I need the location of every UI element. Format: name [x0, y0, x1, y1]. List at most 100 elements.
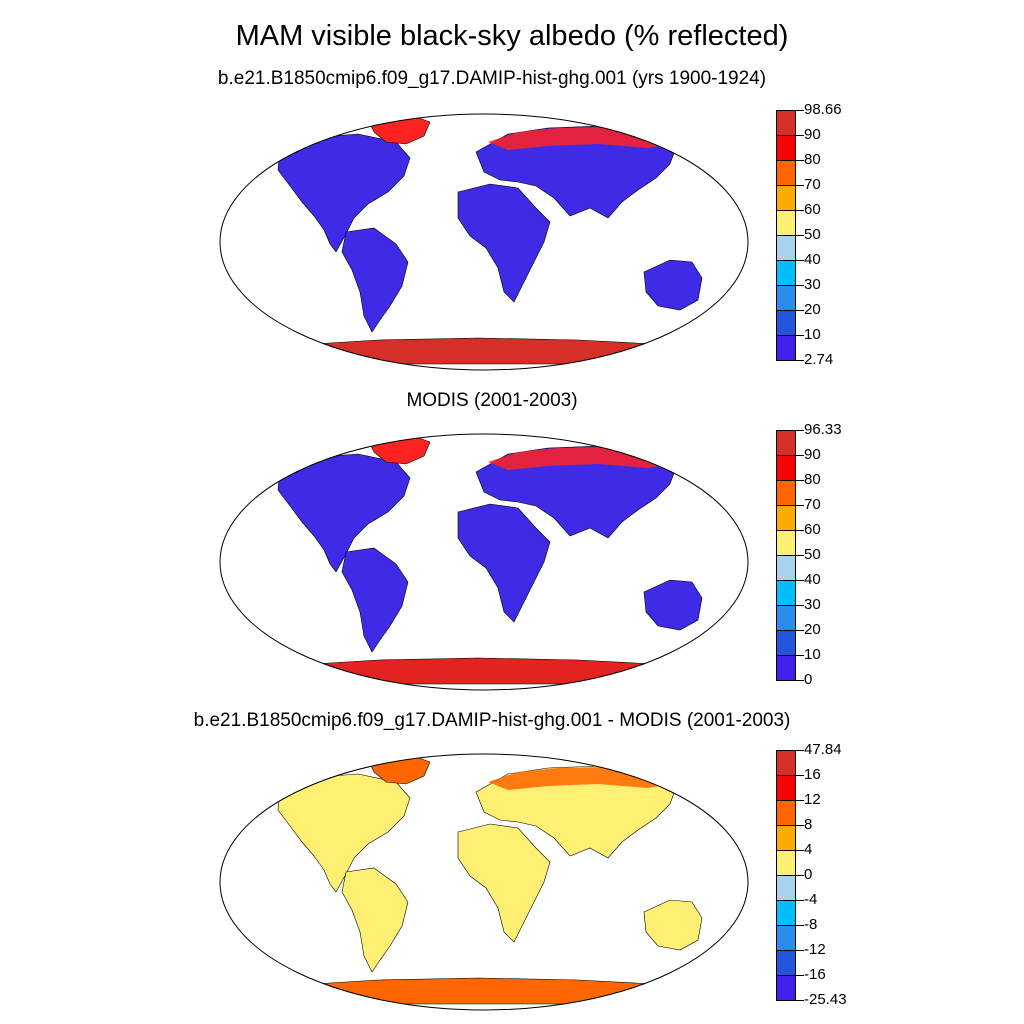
landmass-antarctica: [313, 977, 655, 1005]
colorbar-tick: [796, 285, 804, 286]
colorbar-swatch: [776, 430, 796, 456]
map-outline: [219, 753, 749, 1011]
colorbar-tick: [796, 235, 804, 236]
colorbar-tick: [796, 950, 804, 951]
colorbar-tick: [796, 310, 804, 311]
colorbar-swatch: [776, 310, 796, 336]
colorbar-swatch: [776, 110, 796, 136]
colorbar-swatch: [776, 900, 796, 926]
colorbar-label: 4: [804, 841, 813, 858]
colorbar-tick: [796, 260, 804, 261]
world-map-model: [219, 113, 749, 371]
colorbar-swatch: [776, 530, 796, 556]
panel-title-difference: b.e21.B1850cmip6.f09_g17.DAMIP-hist-ghg.…: [193, 710, 791, 731]
colorbar-swatch: [776, 605, 796, 631]
panel-title-model: b.e21.B1850cmip6.f09_g17.DAMIP-hist-ghg.…: [217, 68, 767, 89]
colorbar-tick: [796, 185, 804, 186]
landmass-south-america: [341, 227, 409, 333]
colorbar-swatch: [776, 800, 796, 826]
colorbar-tick: [796, 135, 804, 136]
colorbar-label: -4: [804, 891, 818, 908]
colorbar-swatch: [776, 580, 796, 606]
colorbar-tick: [796, 655, 804, 656]
colorbar-swatch: [776, 975, 796, 1001]
colorbar-label: 50: [804, 546, 821, 563]
colorbar-label: 2.74: [804, 351, 834, 368]
landmass-south-america: [341, 547, 409, 653]
colorbar-tick: [796, 975, 804, 976]
colorbar-label: 60: [804, 521, 821, 538]
landmass-antarctica: [313, 657, 655, 685]
main-title: MAM visible black-sky albedo (% reflecte…: [235, 20, 789, 52]
colorbar-difference: 47.84 16 12 8 4 0 -4 -8 -12 -16 -25.43: [776, 742, 847, 1008]
colorbar-swatch: [776, 260, 796, 286]
colorbar-label: 40: [804, 251, 821, 268]
colorbar-label: 10: [804, 646, 821, 663]
colorbar-swatch: [776, 925, 796, 951]
landmass-africa: [457, 183, 551, 303]
colorbar-label: 50: [804, 226, 821, 243]
colorbar-swatch: [776, 750, 796, 776]
colorbar-label: 0: [804, 671, 813, 688]
colorbar-label: 40: [804, 571, 821, 588]
colorbar-tick: [796, 360, 804, 361]
colorbar-label: 30: [804, 596, 821, 613]
colorbar-label: -12: [804, 941, 826, 958]
colorbar-label: 12: [804, 791, 821, 808]
colorbar-tick: [796, 430, 804, 431]
colorbar-modis: 96.33 90 80 70 60 50 40 30 20 10 0: [776, 422, 842, 688]
colorbar-label: 60: [804, 201, 821, 218]
colorbar-label: -8: [804, 916, 818, 933]
colorbar-swatch: [776, 135, 796, 161]
colorbar-label: 70: [804, 176, 821, 193]
colorbar-swatch: [776, 505, 796, 531]
colorbar-tick: [796, 680, 804, 681]
colorbar-label: 20: [804, 621, 821, 638]
colorbar-tick: [796, 750, 804, 751]
map-outline: [219, 433, 749, 691]
colorbar-tick: [796, 775, 804, 776]
colorbar-tick: [796, 850, 804, 851]
landmass-south-america: [341, 867, 409, 973]
colorbar-swatch: [776, 555, 796, 581]
colorbar-tick: [796, 900, 804, 901]
colorbar-swatch: [776, 455, 796, 481]
world-map-difference: [219, 753, 749, 1011]
colorbar-tick: [796, 210, 804, 211]
colorbar-swatch: [776, 825, 796, 851]
colorbar-label: 98.66: [804, 101, 842, 118]
colorbar-model: 98.66 90 80 70 60 50 40 30 20 10 2.74: [776, 102, 842, 368]
colorbar-swatch: [776, 335, 796, 361]
landmass-africa: [457, 503, 551, 623]
colorbar-tick: [796, 605, 804, 606]
colorbar-swatch: [776, 875, 796, 901]
colorbar-label: 90: [804, 126, 821, 143]
colorbar-swatch: [776, 630, 796, 656]
colorbar-tick: [796, 580, 804, 581]
landmass-australia: [643, 899, 703, 951]
colorbar-tick: [796, 110, 804, 111]
colorbar-label: 16: [804, 766, 821, 783]
colorbar-label: 8: [804, 816, 813, 833]
colorbar-swatch: [776, 775, 796, 801]
colorbar-label: 96.33: [804, 421, 842, 438]
colorbar-label: -16: [804, 966, 826, 983]
colorbar-label: 47.84: [804, 741, 842, 758]
landmass-antarctica: [313, 337, 655, 365]
colorbar-swatch: [776, 480, 796, 506]
colorbar-swatch: [776, 235, 796, 261]
colorbar-tick: [796, 630, 804, 631]
landmass-australia: [643, 259, 703, 311]
colorbar-label: 70: [804, 496, 821, 513]
colorbar-label: 30: [804, 276, 821, 293]
colorbar-swatch: [776, 285, 796, 311]
colorbar-label: 80: [804, 471, 821, 488]
colorbar-tick: [796, 555, 804, 556]
colorbar-label: 10: [804, 326, 821, 343]
colorbar-label: 80: [804, 151, 821, 168]
colorbar-swatch: [776, 655, 796, 681]
world-map-modis: [219, 433, 749, 691]
colorbar-swatch: [776, 210, 796, 236]
colorbar-tick: [796, 800, 804, 801]
colorbar-tick: [796, 505, 804, 506]
